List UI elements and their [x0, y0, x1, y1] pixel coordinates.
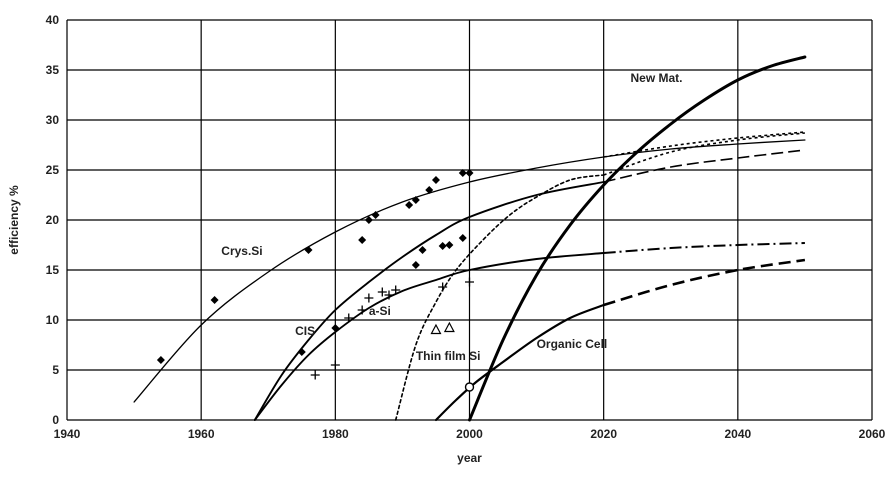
data-point-crys-si — [358, 236, 367, 244]
data-point-thin-film-si — [443, 321, 455, 333]
projection-line-a-si — [603, 242, 805, 254]
data-point-a-si — [384, 290, 394, 300]
series-line-cis — [253, 181, 605, 421]
series-line-crys-si — [133, 139, 806, 403]
data-point-a-si — [310, 370, 320, 380]
data-point-crys-si — [431, 176, 440, 184]
projection-curves — [603, 131, 806, 307]
y-tick-label: 15 — [46, 263, 60, 277]
data-points — [156, 169, 475, 392]
data-point-cis — [438, 242, 447, 250]
projection-line-organic-cell — [603, 258, 806, 307]
data-point-organic-cell — [464, 382, 475, 392]
y-tick-label: 25 — [46, 163, 60, 177]
data-point-thin-film-si — [430, 323, 442, 335]
fit-curves — [133, 55, 807, 422]
data-point-a-si — [364, 293, 374, 303]
y-tick-label: 10 — [46, 313, 60, 327]
data-point-cis — [458, 234, 467, 242]
data-point-crys-si — [411, 196, 420, 204]
data-point-crys-si — [304, 246, 313, 254]
y-tick-label: 30 — [46, 113, 60, 127]
series-line-a-si — [253, 252, 605, 421]
y-tick-label: 35 — [46, 63, 60, 77]
x-tick-label: 1940 — [54, 427, 81, 441]
series-label: a-Si — [369, 304, 391, 318]
data-point-crys-si — [210, 296, 219, 304]
projection-line-thin-film-si — [603, 132, 805, 176]
data-point-a-si — [465, 277, 474, 287]
series-label: Thin film Si — [416, 349, 481, 363]
data-point-crys-si — [371, 211, 380, 219]
series-label: Crys.Si — [221, 244, 262, 258]
data-point-cis — [331, 324, 340, 332]
x-axis-title: year — [457, 451, 482, 465]
series-labels: Crys.Si CIS a-Si Thin film Si Organic Cell Ne… — [221, 71, 682, 363]
data-point-cis — [411, 261, 420, 269]
data-point-crys-si — [425, 186, 434, 194]
data-point-a-si — [344, 313, 354, 323]
projection-line-cis — [603, 149, 805, 183]
data-point-cis — [445, 241, 454, 249]
x-tick-label: 2060 — [859, 427, 886, 441]
series-label: Organic Cell — [537, 337, 608, 351]
data-point-a-si — [391, 285, 401, 295]
x-tick-label: 1960 — [188, 427, 215, 441]
series-line-organic-cell — [434, 303, 605, 422]
series-label: New Mat. — [631, 71, 683, 85]
data-point-crys-si — [405, 201, 414, 209]
series-line-thin-film-si — [394, 174, 605, 421]
x-tick-label: 2000 — [456, 427, 483, 441]
data-point-a-si — [330, 360, 340, 370]
x-tick-label: 2020 — [590, 427, 617, 441]
data-point-crys-si — [458, 169, 467, 177]
x-tick-label: 1980 — [322, 427, 349, 441]
data-point-cis — [418, 246, 427, 254]
x-tick-labels: 1940 1960 1980 2000 2020 2040 2060 — [54, 427, 886, 441]
data-point-crys-si — [156, 356, 165, 364]
x-tick-label: 2040 — [724, 427, 751, 441]
y-tick-label: 40 — [46, 13, 60, 27]
y-axis-title: efficiency % — [7, 185, 21, 255]
y-tick-label: 5 — [52, 363, 59, 377]
y-tick-label: 20 — [46, 213, 60, 227]
data-point-a-si — [438, 282, 448, 292]
data-point-crys-si — [465, 169, 474, 177]
y-tick-labels: 0 5 10 15 20 25 30 35 40 — [46, 13, 60, 427]
data-point-a-si — [357, 305, 367, 315]
data-point-cis — [297, 348, 306, 356]
data-point-crys-si — [364, 216, 373, 224]
data-point-a-si — [377, 287, 387, 297]
y-tick-label: 0 — [52, 413, 59, 427]
series-label: CIS — [295, 324, 315, 338]
series-line-new-mat — [468, 55, 807, 422]
